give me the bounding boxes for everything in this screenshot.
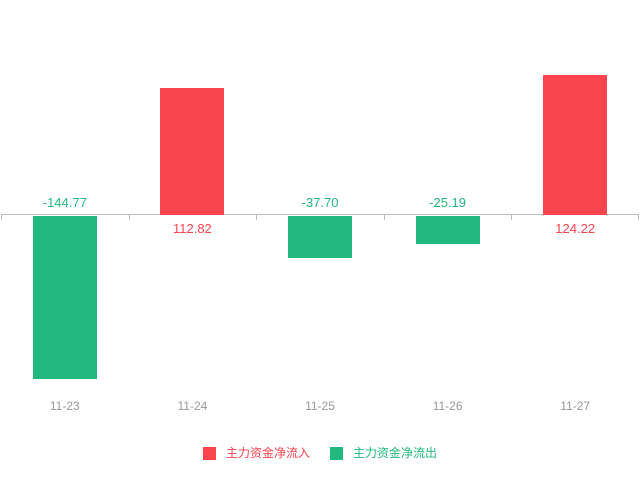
axis-tick: [638, 215, 639, 220]
x-axis-label-11-25: 11-25: [305, 399, 335, 413]
legend-item-inflow[interactable]: 主力资金净流入: [202, 446, 310, 460]
x-axis-label-11-23: 11-23: [49, 399, 80, 413]
outflow-swatch-icon: [330, 446, 343, 460]
bar-11-23[interactable]: [32, 216, 97, 379]
value-label-11-23: -144.77: [42, 195, 87, 210]
x-axis-zero-line: [1, 214, 639, 215]
value-label-11-26: -25.19: [429, 195, 467, 210]
axis-tick: [383, 215, 385, 220]
bar-11-25[interactable]: [288, 216, 352, 258]
bar-11-27[interactable]: [543, 75, 608, 215]
x-axis-label-11-26: 11-26: [432, 399, 463, 413]
value-label-11-25: -37.70: [301, 195, 339, 210]
chart-legend: 主力资金净流入 主力资金净流出: [0, 446, 640, 460]
bar-11-26[interactable]: [415, 216, 480, 244]
x-axis-label-11-24: 11-24: [177, 399, 208, 413]
value-label-11-27: 124.22: [555, 221, 596, 236]
value-label-11-24: 112.82: [172, 221, 212, 236]
axis-tick: [128, 215, 130, 220]
bar-11-24[interactable]: [160, 88, 225, 215]
legend-outflow-label: 主力资金净流出: [353, 446, 438, 460]
legend-inflow-label: 主力资金净流入: [225, 446, 310, 460]
x-axis-label-11-27: 11-27: [560, 399, 591, 413]
axis-tick: [1, 215, 2, 220]
axis-tick: [511, 215, 513, 220]
legend-item-outflow[interactable]: 主力资金净流出: [330, 446, 437, 460]
inflow-swatch-icon: [202, 446, 216, 460]
axis-tick: [256, 215, 258, 220]
